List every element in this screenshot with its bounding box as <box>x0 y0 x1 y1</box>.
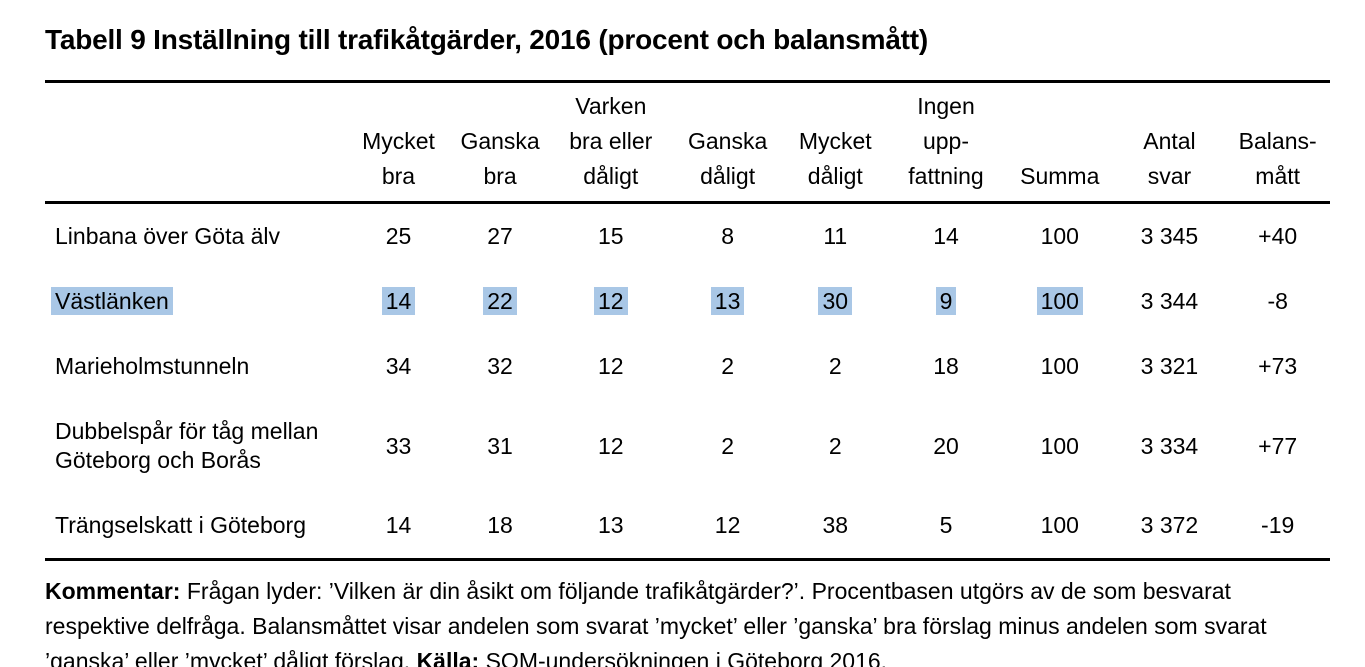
cell-value: 14 <box>933 223 959 249</box>
row-label-text: Linbana över Göta älv <box>55 223 281 249</box>
cell-value: 12 <box>597 353 624 379</box>
cell-value: 30 <box>784 269 886 334</box>
cell-value: 18 <box>933 353 959 379</box>
cell-value: 9 <box>886 269 1006 334</box>
comment-label: Kommentar: <box>45 578 181 604</box>
row-label: Västlänken <box>45 269 348 334</box>
cell-value: 3 372 <box>1140 512 1199 538</box>
header-summa: Summa <box>1005 81 1114 204</box>
cell-value: 100 <box>1040 353 1079 379</box>
cell-value: 3 345 <box>1140 223 1199 249</box>
cell-value: 34 <box>385 353 412 379</box>
cell-value: 12 <box>597 432 624 459</box>
cell-value: 20 <box>933 432 959 459</box>
cell-value: 100 <box>1006 269 1114 334</box>
row-label: Linbana över Göta älv <box>45 203 348 270</box>
table-row: Dubbelspår för tåg mellan Göteborg och B… <box>45 399 1330 493</box>
header-mycket-daligt: Mycket dåligt <box>784 81 887 204</box>
cell-value: 3 344 <box>1140 288 1199 314</box>
comment-text: Frågan lyder: ’Vilken är din åsikt om fö… <box>45 578 1267 667</box>
traffic-measures-table: Mycket bra Ganska bra Varken bra eller d… <box>45 80 1330 561</box>
table-comment: Kommentar: Frågan lyder: ’Vilken är din … <box>45 574 1330 667</box>
cell-value: 15 <box>597 223 624 249</box>
cell-value: 2 <box>721 353 734 379</box>
cell-value: 5 <box>939 512 953 538</box>
cell-value: 14 <box>348 269 450 334</box>
highlighted-text: Västlänken <box>51 287 173 315</box>
cell-value: 2 <box>721 432 734 459</box>
header-balansmatt: Balans- mått <box>1225 81 1330 204</box>
row-label: Trängselskatt i Göteborg <box>45 493 348 560</box>
header-mycket-bra: Mycket bra <box>347 81 450 204</box>
row-label-text: Marieholmstunneln <box>55 353 250 379</box>
cell-value: 33 <box>385 432 412 459</box>
cell-value: +77 <box>1258 432 1298 459</box>
cell-value: 25 <box>385 223 412 249</box>
highlighted-text: 30 <box>818 287 853 315</box>
row-label: Marieholmstunneln <box>45 334 348 399</box>
cell-value: 3 334 <box>1140 432 1199 459</box>
cell-value: 11 <box>823 223 848 249</box>
cell-value: +40 <box>1258 223 1298 249</box>
source-label: Källa: <box>416 648 480 667</box>
header-ganska-daligt: Ganska dåligt <box>670 81 785 204</box>
header-antal-svar: Antal svar <box>1113 81 1226 204</box>
table-row-highlighted: Västlänken 14 22 12 13 30 9 100 3 344 -8 <box>45 269 1330 334</box>
cell-value: +73 <box>1258 353 1298 379</box>
table-row: Linbana över Göta älv 25 27 15 8 11 14 1… <box>45 203 1330 270</box>
cell-value: 18 <box>487 512 513 538</box>
cell-value: 32 <box>487 353 513 379</box>
cell-value: 3 321 <box>1140 353 1199 379</box>
cell-value: 31 <box>487 432 513 459</box>
cell-value: 38 <box>822 512 849 538</box>
cell-value: -19 <box>1261 512 1295 538</box>
cell-value: 100 <box>1040 223 1079 249</box>
cell-value: 22 <box>449 269 551 334</box>
header-varken: Varken bra eller dåligt <box>550 81 671 204</box>
header-row-label <box>45 81 348 204</box>
header-ingen-uppfattning: Ingen upp- fattning <box>886 81 1006 204</box>
row-label-text: Dubbelspår för tåg mellan Göteborg och B… <box>55 418 319 473</box>
cell-value: 8 <box>721 223 734 249</box>
header-ganska-bra: Ganska bra <box>449 81 551 204</box>
cell-value: 13 <box>597 512 624 538</box>
table-header: Mycket bra Ganska bra Varken bra eller d… <box>45 81 1330 204</box>
source-text: SOM-undersökningen i Göteborg 2016. <box>479 648 888 667</box>
row-label: Dubbelspår för tåg mellan Göteborg och B… <box>45 399 348 493</box>
row-label-text: Trängselskatt i Göteborg <box>55 512 306 538</box>
table-title: Tabell 9 Inställning till trafikåtgärder… <box>45 24 929 55</box>
highlighted-text: 9 <box>935 287 957 315</box>
cell-value: 14 <box>385 512 412 538</box>
cell-value: 100 <box>1040 512 1079 538</box>
highlighted-text: 13 <box>710 287 745 315</box>
highlighted-text: 22 <box>483 287 517 315</box>
cell-value: 12 <box>714 512 741 538</box>
cell-value: 2 <box>828 432 842 459</box>
highlighted-text: 14 <box>381 287 416 315</box>
table-row: Trängselskatt i Göteborg 14 18 13 12 38 … <box>45 493 1330 560</box>
cell-value: 27 <box>487 223 513 249</box>
highlighted-text: 12 <box>593 287 628 315</box>
table-row: Marieholmstunneln 34 32 12 2 2 18 100 3 … <box>45 334 1330 399</box>
cell-value: 12 <box>551 269 671 334</box>
cell-value: 2 <box>828 353 842 379</box>
cell-value: 100 <box>1040 432 1079 459</box>
cell-value: 13 <box>671 269 785 334</box>
cell-value: -8 <box>1267 288 1288 314</box>
highlighted-text: 100 <box>1036 287 1083 315</box>
header-row: Mycket bra Ganska bra Varken bra eller d… <box>45 81 1330 204</box>
